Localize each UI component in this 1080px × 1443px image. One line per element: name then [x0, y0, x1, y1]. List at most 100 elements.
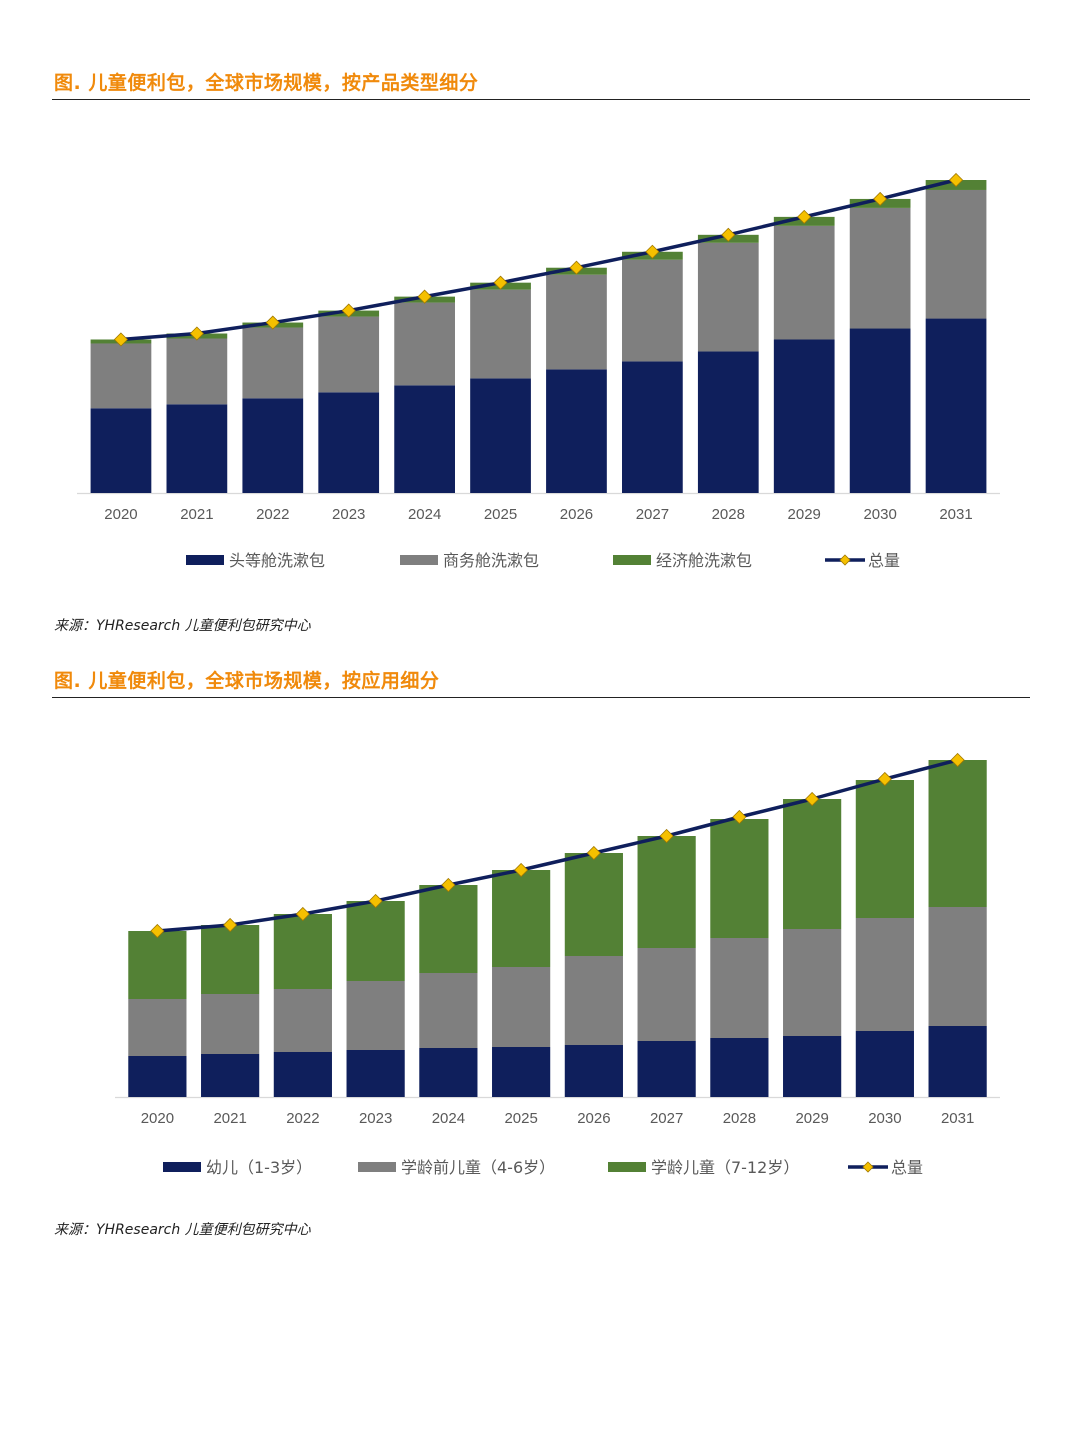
- chart0-x-tick-2022: 2022: [256, 506, 289, 523]
- chart1-bar-2024-series-2: [419, 973, 478, 1048]
- chart1-total-marker-2027: [659, 828, 674, 844]
- chart0-legend-swatch-2: [400, 555, 438, 565]
- chart1-total-marker-2031: [950, 752, 965, 768]
- chart1-bar-2026-series-1: [564, 1045, 623, 1097]
- chart0-x-tick-2020: 2020: [104, 506, 137, 523]
- chart1-legend-label-1: 幼儿（1-3岁）: [206, 1158, 312, 1177]
- chart0-x-tick-2028: 2028: [712, 506, 745, 523]
- chart1-bar-2021-series-1: [201, 1054, 260, 1097]
- chart0-bar-2024-series-2: [394, 302, 455, 386]
- figure1-chart: 2020 2021 2022 2023 2024 2025 2026 2027 2028 2029…: [77, 172, 1000, 570]
- chart1-bar-2026-series-3: [564, 853, 623, 956]
- figure1-title-rule: [52, 99, 1030, 100]
- chart0-x-tick-2021: 2021: [180, 506, 213, 523]
- chart1-bar-2020-series-1: [128, 1056, 187, 1097]
- chart1-bar-2024-series-1: [419, 1048, 478, 1097]
- chart1-bar-2022-series-3: [273, 914, 332, 989]
- chart1-total-line: [157, 758, 959, 933]
- chart0-bar-2029-series-1: [773, 339, 835, 493]
- chart1-legend-swatch-1: [163, 1162, 201, 1172]
- chart0-bar-2021-series-1: [166, 404, 228, 493]
- chart0-bar-2025-series-1: [470, 378, 531, 493]
- figure1-source: 来源：YHResearch 儿童便利包研究中心: [54, 618, 311, 634]
- chart0-x-tick-2025: 2025: [484, 506, 517, 523]
- chart1-legend-swatch-2: [358, 1162, 396, 1172]
- chart1-total-marker-2026: [586, 845, 601, 861]
- chart0-total-line: [120, 178, 957, 342]
- chart1-bar-2021-series-3: [201, 925, 260, 994]
- chart1-bar-2028-series-3: [710, 819, 769, 938]
- chart0-total-marker-2029: [797, 209, 812, 224]
- chart0-bar-2020-series-1: [90, 408, 152, 493]
- chart1-x-tick-2026: 2026: [577, 1110, 610, 1127]
- chart1-bar-2030-series-2: [855, 918, 914, 1031]
- chart0-total-marker-2028: [721, 227, 736, 242]
- chart0-total-marker-2027: [645, 244, 660, 259]
- figure2-title-rule: [52, 697, 1030, 698]
- chart0-bar-2027-series-1: [622, 361, 683, 493]
- chart1-bar-2027-series-3: [637, 836, 696, 948]
- chart1-bar-2030-series-3: [855, 780, 914, 918]
- chart0-bar-2022-series-1: [242, 398, 304, 493]
- chart0-bar-2023-series-1: [318, 392, 380, 493]
- chart1-legend-marker-total: [862, 1161, 874, 1173]
- chart1-legend-label-3: 学龄儿童（7-12岁）: [651, 1158, 799, 1177]
- chart0-x-tick-2031: 2031: [939, 506, 972, 523]
- chart0-legend-label-1: 头等舱洗漱包: [229, 551, 325, 570]
- chart1-bar-2021-series-2: [201, 994, 260, 1054]
- chart1-bar-2025-series-2: [492, 967, 551, 1047]
- chart0-x-tick-2027: 2027: [636, 506, 669, 523]
- chart1-bar-2029-series-1: [783, 1036, 842, 1097]
- chart1-x-tick-2021: 2021: [213, 1110, 246, 1127]
- chart1-bar-2020-series-2: [128, 999, 187, 1056]
- chart0-total-marker-2022: [265, 315, 280, 330]
- chart1-total-marker-2025: [514, 862, 529, 878]
- figure2-source: 来源：YHResearch 儿童便利包研究中心: [54, 1222, 311, 1238]
- chart1-total-marker-2021: [223, 917, 238, 933]
- chart1-bar-2020-series-3: [128, 931, 187, 999]
- chart0-bar-2030-series-2: [849, 207, 911, 329]
- chart1-legend-label-2: 学龄前儿童（4-6岁）: [401, 1158, 555, 1177]
- chart1-bar-2031-series-3: [928, 760, 987, 907]
- chart0-legend-label-4: 总量: [868, 551, 900, 570]
- chart0-x-tick-2030: 2030: [863, 506, 896, 523]
- chart0-legend-label-2: 商务舱洗漱包: [443, 551, 539, 570]
- chart0-total-marker-2023: [341, 303, 356, 318]
- chart0-bar-2026-series-1: [546, 369, 607, 493]
- chart0-total-marker-2026: [569, 260, 584, 275]
- chart1-total-marker-2028: [732, 809, 747, 825]
- chart0-total-marker-2025: [493, 275, 508, 290]
- chart1-x-tick-2023: 2023: [359, 1110, 392, 1127]
- chart0-bar-2031-series-2: [925, 189, 987, 319]
- chart0-x-tick-2029: 2029: [788, 506, 821, 523]
- chart1-total-marker-2029: [805, 791, 820, 807]
- chart1-x-tick-2029: 2029: [795, 1110, 828, 1127]
- chart0-bar-2021-series-2: [166, 338, 228, 405]
- chart0-total-marker-2020: [113, 332, 129, 347]
- chart0-total-marker-2031: [948, 172, 964, 188]
- figure2-chart: 2020 2021 2022 2023 2024 2025 2026 2027 2028 2029…: [115, 752, 1000, 1177]
- chart1-bar-2027-series-2: [637, 948, 696, 1041]
- chart1-legend-swatch-3: [608, 1162, 646, 1172]
- chart0-x-tick-2023: 2023: [332, 506, 365, 523]
- chart1-bar-2029-series-2: [783, 929, 842, 1036]
- chart0-bar-2025-series-2: [470, 289, 531, 379]
- chart1-bar-2022-series-1: [273, 1052, 332, 1097]
- chart1-bar-2031-series-1: [928, 1026, 987, 1097]
- chart0-bar-2027-series-2: [622, 259, 683, 362]
- chart1-bar-2023-series-2: [346, 981, 405, 1050]
- chart1-x-tick-2024: 2024: [432, 1110, 465, 1127]
- chart1-x-tick-2022: 2022: [286, 1110, 319, 1127]
- chart0-bar-2029-series-2: [773, 225, 835, 340]
- chart0-legend-label-3: 经济舱洗漱包: [656, 551, 752, 570]
- chart1-bar-2027-series-1: [637, 1041, 696, 1097]
- chart0-bar-2026-series-2: [546, 274, 607, 370]
- chart1-total-marker-2024: [441, 877, 456, 893]
- chart1-total-marker-2022: [295, 906, 310, 922]
- chart0-x-tick-2024: 2024: [408, 506, 441, 523]
- chart0-x-tick-2026: 2026: [560, 506, 593, 523]
- chart1-legend-label-4: 总量: [891, 1158, 923, 1177]
- figure1-title: 图. 儿童便利包，全球市场规模，按产品类型细分: [54, 72, 479, 94]
- chart1-bar-2029-series-3: [783, 799, 842, 929]
- chart1-bar-2026-series-2: [564, 956, 623, 1045]
